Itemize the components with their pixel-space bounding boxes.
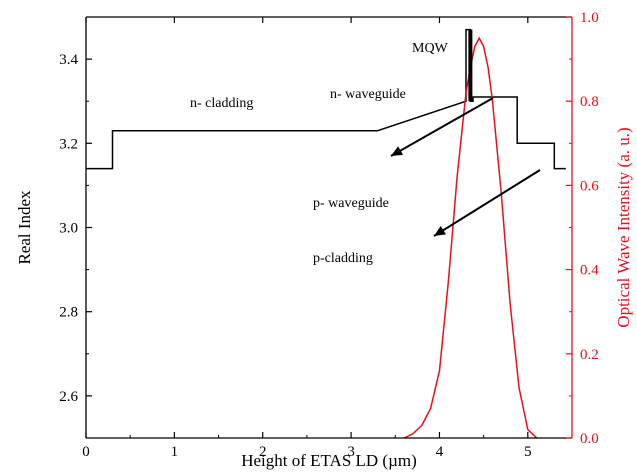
y-right-tick-label: 0.2 — [580, 347, 599, 363]
arrow-p-waveguide — [390, 97, 494, 157]
y-left-tick-label: 3.0 — [59, 221, 78, 237]
y-left-tick-label: 2.6 — [59, 389, 78, 405]
y-right-tick-label: 0.4 — [580, 263, 599, 279]
annotation-p-waveguide: p- waveguide — [313, 196, 389, 211]
y-left-tick-label: 2.8 — [59, 305, 78, 321]
annotation-p-cladding: p-cladding — [313, 251, 373, 266]
x-tick-label: 4 — [436, 444, 444, 460]
intensity-line — [403, 36, 538, 439]
x-tick-label: 5 — [524, 444, 532, 460]
plot-area: 0 1 2 3 4 5 2.6 2.8 3.0 3.2 3.4 0.0 0.2 0.4 0.6 0.8 1.0 H… — [15, 10, 633, 470]
annotation-n-waveguide: n- waveguide — [330, 87, 406, 102]
y-right-tick-label: 0.6 — [580, 178, 599, 194]
y-right-tick-label: 0.8 — [580, 94, 599, 110]
y-left-tick-label: 3.2 — [59, 136, 78, 152]
annotation-mqw: MQW — [412, 41, 449, 56]
annotation-n-cladding: n- cladding — [190, 96, 253, 111]
x-tick-label: 3 — [347, 444, 355, 460]
x-axis-title: Height of ETAS LD (µm) — [241, 451, 417, 470]
y-left-axis-title: Real Index — [15, 190, 34, 265]
x-tick-label: 1 — [171, 444, 179, 460]
y-left-tick-label: 3.4 — [59, 52, 78, 68]
y-right-axis-title: Optical Wave Intensity (a. u.) — [614, 127, 633, 327]
y-right-tick-label: 1.0 — [580, 10, 599, 26]
x-tick-label: 0 — [82, 444, 90, 460]
arrow-p-cladding-head — [434, 225, 446, 236]
x-tick-label: 2 — [259, 444, 267, 460]
arrow-p-waveguide-head — [391, 146, 404, 156]
y-right-tick-label: 0.0 — [580, 431, 599, 447]
arrow-p-cladding — [433, 169, 541, 237]
index-line — [86, 28, 566, 170]
